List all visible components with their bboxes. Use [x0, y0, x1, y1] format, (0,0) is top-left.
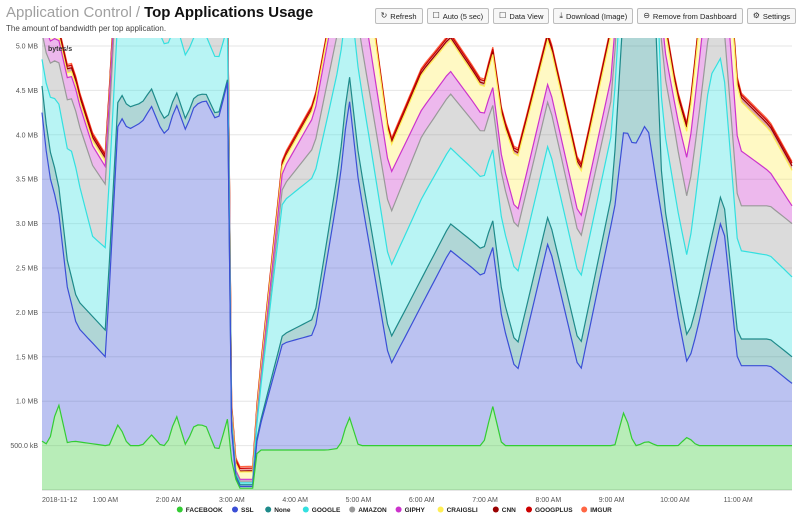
x-tick-label: 7:00 AM	[472, 497, 498, 504]
legend-label-giphy[interactable]: GIPHY	[405, 507, 426, 514]
header: Application Control / Top Applications Usa…	[6, 4, 796, 44]
legend-marker-cnn[interactable]	[492, 506, 499, 513]
page-subtitle: The amount of bandwidth per top applicat…	[6, 24, 167, 33]
remove-from-dashboard-button[interactable]: ⊖ Remove from Dashboard	[637, 8, 743, 24]
y-axis-label: bytes/s	[48, 46, 72, 53]
x-tick-label: 6:00 AM	[409, 497, 435, 504]
page-title: Application Control / Top Applications Usa…	[6, 4, 313, 21]
legend-marker-facebook[interactable]	[176, 506, 183, 513]
x-tick-label: 4:00 AM	[282, 497, 308, 504]
series-line-facebook	[41, 403, 792, 489]
legend-marker-ssl[interactable]	[232, 506, 238, 513]
settings-label: Settings	[762, 11, 790, 21]
chart-svg: 500.0 kB 1.0 MB 1.5 MB 2.0 MB 2.5 MB 3.0 MB 3.…	[10, 38, 793, 514]
x-tick-label: 10:00 AM	[660, 497, 690, 504]
x-tick-label: 1:00 AM	[92, 497, 118, 504]
data-view-button[interactable]: ☐ Data View	[493, 8, 550, 24]
breadcrumb-separator: /	[135, 4, 141, 21]
series-line-giphy	[48, 38, 793, 480]
breadcrumb-parent[interactable]: Application Control	[6, 4, 132, 21]
series-area-facebook	[42, 405, 792, 490]
minus-circle-icon: ⊖	[643, 11, 650, 20]
gear-icon: ⚙	[752, 11, 760, 20]
x-tick-label: 11:00 AM	[724, 497, 753, 504]
legend-label-google[interactable]: GOOGLE	[312, 507, 341, 514]
legend-marker-google[interactable]	[302, 506, 309, 513]
refresh-button[interactable]: ↻ Refresh	[374, 8, 423, 24]
checkbox-icon: ☐	[432, 11, 440, 20]
series-area-ssl	[42, 82, 792, 489]
legend-label-cnn[interactable]: CNN	[502, 507, 516, 514]
legend-label-imgur[interactable]: IMGUR	[590, 507, 612, 514]
x-tick-label: 8:00 AM	[535, 497, 561, 504]
chart-areas	[41, 38, 793, 490]
legend-marker-amazon[interactable]	[349, 506, 356, 513]
series-line-none	[41, 38, 793, 486]
y-tick-label: 4.0 MB	[16, 132, 39, 139]
settings-button[interactable]: ⚙ Settings	[746, 8, 796, 24]
series-area-giphy	[43, 38, 792, 482]
x-tick-label: 2018-11-12	[42, 497, 77, 504]
x-axis: 2018-11-12 1:00 AM 2:00 AM 3:00 AM 4:00 AM 5:…	[42, 497, 753, 504]
download-icon: ⤓	[559, 11, 563, 20]
legend-label-amazon[interactable]: AMAZON	[358, 507, 387, 514]
data-view-label: Data View	[509, 11, 544, 21]
checkbox-icon: ☐	[499, 11, 507, 20]
remove-label: Remove from Dashboard	[652, 11, 737, 21]
y-axis: 500.0 kB 1.0 MB 1.5 MB 2.0 MB 2.5 MB 3.0 MB 3.…	[10, 44, 38, 451]
legend-label-none[interactable]: None	[274, 507, 291, 514]
legend-marker-giphy[interactable]	[395, 506, 402, 513]
y-tick-label: 1.0 MB	[16, 399, 39, 406]
chart-legend: FACEBOOK SSL None GOOGLE AMAZON GIPHY CRAIGSLI…	[176, 506, 612, 514]
series-line-google	[41, 38, 793, 484]
series-area-google	[42, 38, 792, 485]
legend-label-facebook[interactable]: FACEBOOK	[186, 507, 223, 514]
legend-label-googplus[interactable]: GOOGPLUS	[535, 507, 573, 514]
y-tick-label: 3.5 MB	[16, 177, 39, 184]
bandwidth-chart: 500.0 kB 1.0 MB 1.5 MB 2.0 MB 2.5 MB 3.0 MB 3.…	[0, 38, 800, 523]
legend-marker-googplus[interactable]	[526, 506, 532, 513]
y-tick-label: 4.5 MB	[16, 88, 39, 95]
download-image-button[interactable]: ⤓ Download (Image)	[553, 8, 634, 24]
download-label: Download (Image)	[565, 11, 628, 21]
y-tick-label: 2.5 MB	[16, 266, 39, 273]
auto-refresh-button[interactable]: ☐ Auto (5 sec)	[426, 8, 490, 24]
toolbar: ↻ Refresh ☐ Auto (5 sec) ☐ Data View ⤓ Downl…	[374, 8, 796, 24]
series-line-craigsli	[58, 38, 793, 473]
auto-label: Auto (5 sec)	[442, 11, 484, 21]
legend-marker-none[interactable]	[265, 506, 272, 513]
legend-label-ssl[interactable]: SSL	[241, 507, 254, 514]
x-tick-label: 5:00 AM	[346, 497, 372, 504]
series-line-cnn	[59, 38, 793, 472]
x-tick-label: 9:00 AM	[599, 497, 625, 504]
refresh-label: Refresh	[390, 11, 417, 21]
y-tick-label: 500.0 kB	[10, 443, 38, 450]
breadcrumb-current: Top Applications Usage	[144, 4, 314, 21]
series-line-googplus	[60, 38, 793, 470]
series-line-imgur	[60, 38, 793, 468]
legend-marker-craigsli[interactable]	[437, 506, 444, 513]
y-tick-label: 1.5 MB	[16, 354, 39, 361]
x-tick-label: 3:00 AM	[219, 497, 245, 504]
y-tick-label: 5.0 MB	[16, 44, 39, 51]
series-area-amazon	[42, 38, 792, 483]
x-tick-label: 2:00 AM	[156, 497, 182, 504]
series-line-ssl	[41, 82, 793, 487]
refresh-icon: ↻	[380, 11, 388, 20]
y-tick-label: 3.0 MB	[16, 221, 39, 228]
legend-label-craigsli[interactable]: CRAIGSLI	[447, 507, 478, 514]
y-tick-label: 2.0 MB	[16, 310, 39, 317]
series-line-amazon	[42, 38, 793, 482]
legend-marker-imgur[interactable]	[581, 506, 588, 513]
